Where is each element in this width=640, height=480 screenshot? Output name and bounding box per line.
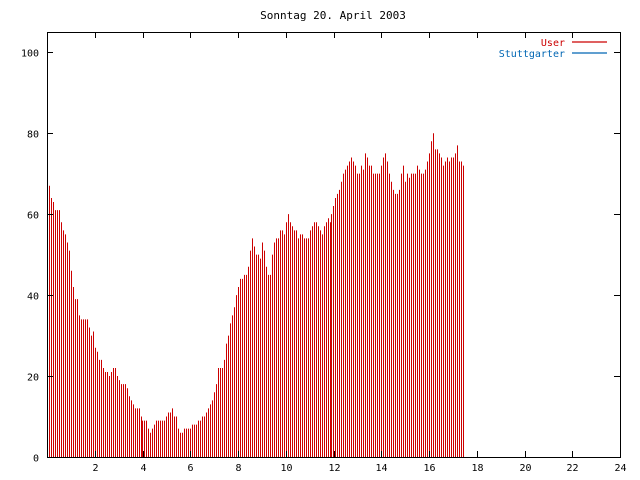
- x-tick-label: 12: [328, 463, 340, 474]
- y-tick-label: 40: [27, 292, 39, 303]
- x-tick-label: 2: [92, 463, 98, 474]
- bars-layer: [47, 133, 464, 457]
- y-tick-label: 0: [33, 454, 39, 465]
- x-tick-label: 6: [187, 463, 193, 474]
- x-tick-label: 22: [566, 463, 578, 474]
- y-tick-label: 60: [27, 211, 39, 222]
- series-user: [47, 133, 464, 457]
- x-tick-label: 20: [519, 463, 531, 474]
- legend-label-stuttgarter: Stuttgarter: [499, 49, 565, 60]
- x-tick-label: 14: [375, 463, 387, 474]
- x-tick-label: 18: [471, 463, 483, 474]
- y-tick-label: 100: [21, 49, 39, 60]
- chart-title: Sonntag 20. April 2003: [260, 9, 406, 22]
- x-tick-label: 4: [140, 463, 146, 474]
- legend: User Stuttgarter: [499, 38, 607, 60]
- x-tick-label: 8: [235, 463, 241, 474]
- x-tick-label: 10: [280, 463, 292, 474]
- x-tick-label: 24: [614, 463, 626, 474]
- y-tick-label: 80: [27, 130, 39, 141]
- legend-label-user: User: [541, 38, 565, 49]
- x-tick-label: 16: [423, 463, 435, 474]
- y-tick-label: 20: [27, 373, 39, 384]
